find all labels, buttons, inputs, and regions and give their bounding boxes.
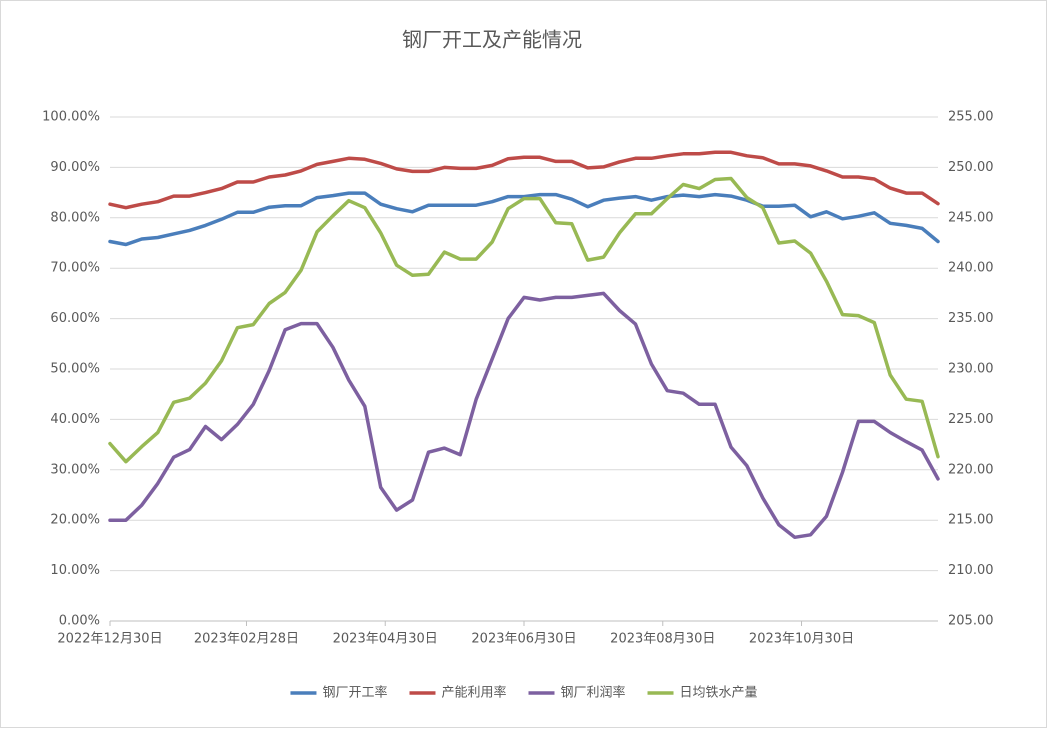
x-tick-label: 2023年10月30日 xyxy=(749,632,854,647)
chart-title: 钢厂开工及产能情况 xyxy=(402,28,582,52)
series-line xyxy=(108,191,940,247)
y2-tick-label: 240.00 xyxy=(948,261,994,276)
y2-tick-label: 250.00 xyxy=(948,160,994,175)
x-tick-label: 2023年04月30日 xyxy=(333,632,438,647)
x-tick-label: 2023年08月30日 xyxy=(610,632,715,647)
y2-tick-label: 205.00 xyxy=(948,614,994,629)
y2-tick-label: 235.00 xyxy=(948,311,994,326)
y-tick-label: 100.00% xyxy=(42,110,100,125)
y-tick-label: 70.00% xyxy=(50,261,100,276)
y2-tick-label: 215.00 xyxy=(948,513,994,528)
legend-label: 钢厂利润率 xyxy=(561,685,626,701)
y2-tick-label: 230.00 xyxy=(948,362,994,377)
y-tick-label: 50.00% xyxy=(50,362,100,377)
y2-tick-label: 245.00 xyxy=(948,210,994,225)
x-tick-label: 2022年12月30日 xyxy=(57,632,162,647)
y-tick-label: 30.00% xyxy=(50,462,100,477)
y2-tick-label: 225.00 xyxy=(948,412,994,427)
x-tick-label: 2023年06月30日 xyxy=(471,632,576,647)
series-line xyxy=(108,150,940,210)
y-tick-label: 20.00% xyxy=(50,513,100,528)
y-tick-label: 40.00% xyxy=(50,412,100,427)
legend-label: 产能利用率 xyxy=(441,685,506,701)
y-tick-label: 80.00% xyxy=(50,210,100,225)
y2-tick-label: 220.00 xyxy=(948,462,994,477)
y2-tick-label: 255.00 xyxy=(948,110,994,125)
y-tick-label: 90.00% xyxy=(50,160,100,175)
x-tick-label: 2023年02月28日 xyxy=(194,632,299,647)
series-line xyxy=(108,176,940,464)
y-tick-label: 60.00% xyxy=(50,311,100,326)
series-line xyxy=(108,291,940,540)
legend-label: 日均铁水产量 xyxy=(680,686,758,701)
legend-label: 钢厂开工率 xyxy=(322,685,387,701)
y2-tick-label: 210.00 xyxy=(948,563,994,578)
y-tick-label: 0.00% xyxy=(59,614,100,629)
y-tick-label: 10.00% xyxy=(50,563,100,578)
